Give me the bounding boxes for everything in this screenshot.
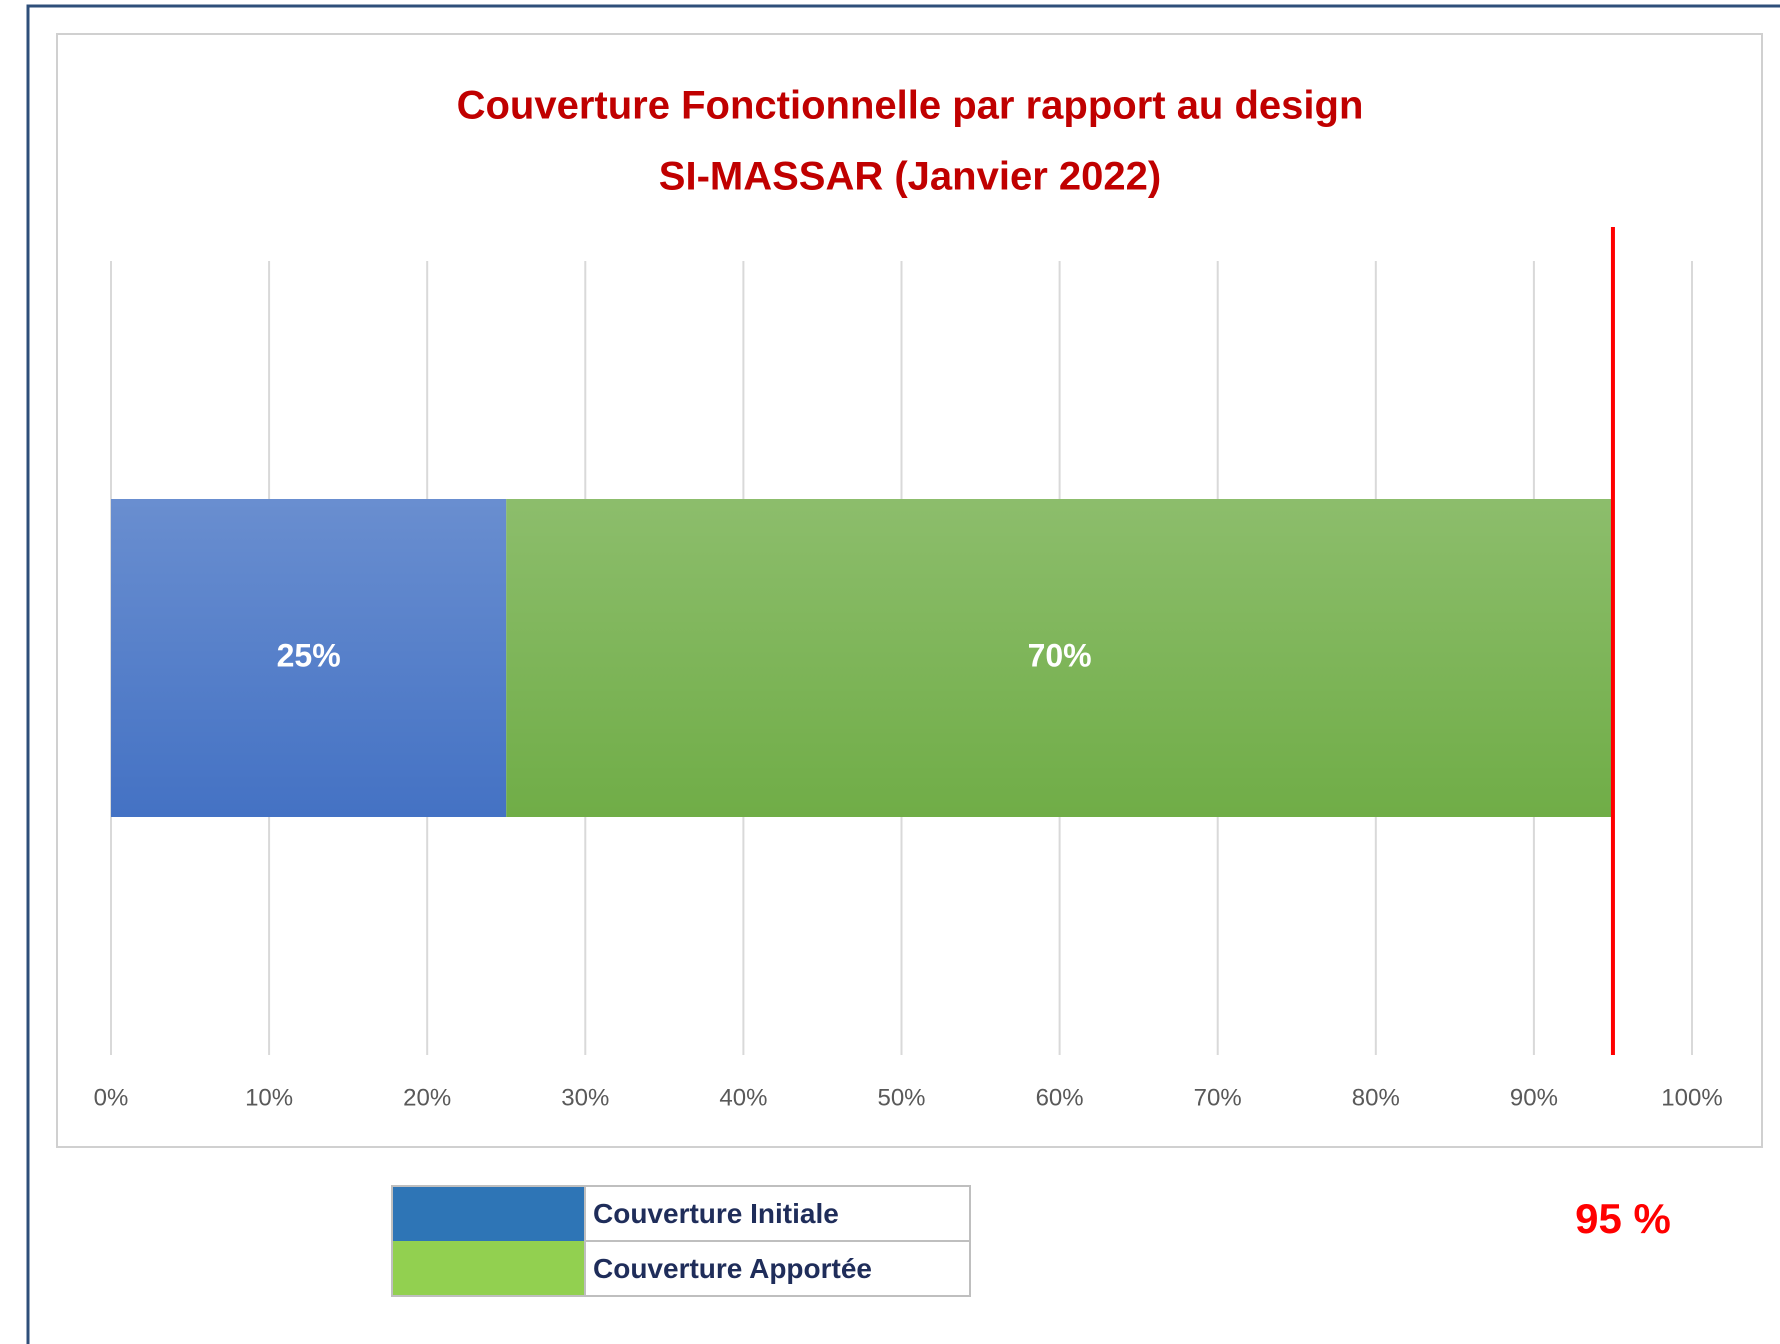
x-tick-label: 30% (561, 1084, 609, 1111)
legend-border (391, 1185, 971, 1297)
frame (26, 4, 1780, 1344)
x-tick-label: 0% (94, 1084, 129, 1111)
legend-label: Couverture Initiale (593, 1198, 839, 1229)
legend-cell (584, 1240, 971, 1297)
legend-swatch (392, 1186, 585, 1241)
x-tick-label: 60% (1036, 1084, 1084, 1111)
legend-label: Couverture Apportée (593, 1253, 872, 1284)
x-tick-label: 70% (1194, 1084, 1242, 1111)
data-label: 70% (1028, 637, 1092, 673)
legend-swatch (392, 1241, 585, 1296)
chart-title: Couverture Fonctionnelle par rapport au … (457, 84, 1364, 128)
chart-title: SI-MASSAR (Janvier 2022) (659, 155, 1161, 199)
bar-sheen (506, 499, 1613, 817)
x-tick-label: 100% (1661, 1084, 1722, 1111)
x-tick-label: 10% (245, 1084, 293, 1111)
x-tick-label: 20% (403, 1084, 451, 1111)
x-tick-label: 80% (1352, 1084, 1400, 1111)
x-tick-label: 40% (719, 1084, 767, 1111)
target-label: 95 % (1575, 1195, 1671, 1242)
x-tick-label: 90% (1510, 1084, 1558, 1111)
x-tick-label: 50% (877, 1084, 925, 1111)
data-label: 25% (277, 637, 341, 673)
bar-sheen (111, 499, 507, 817)
